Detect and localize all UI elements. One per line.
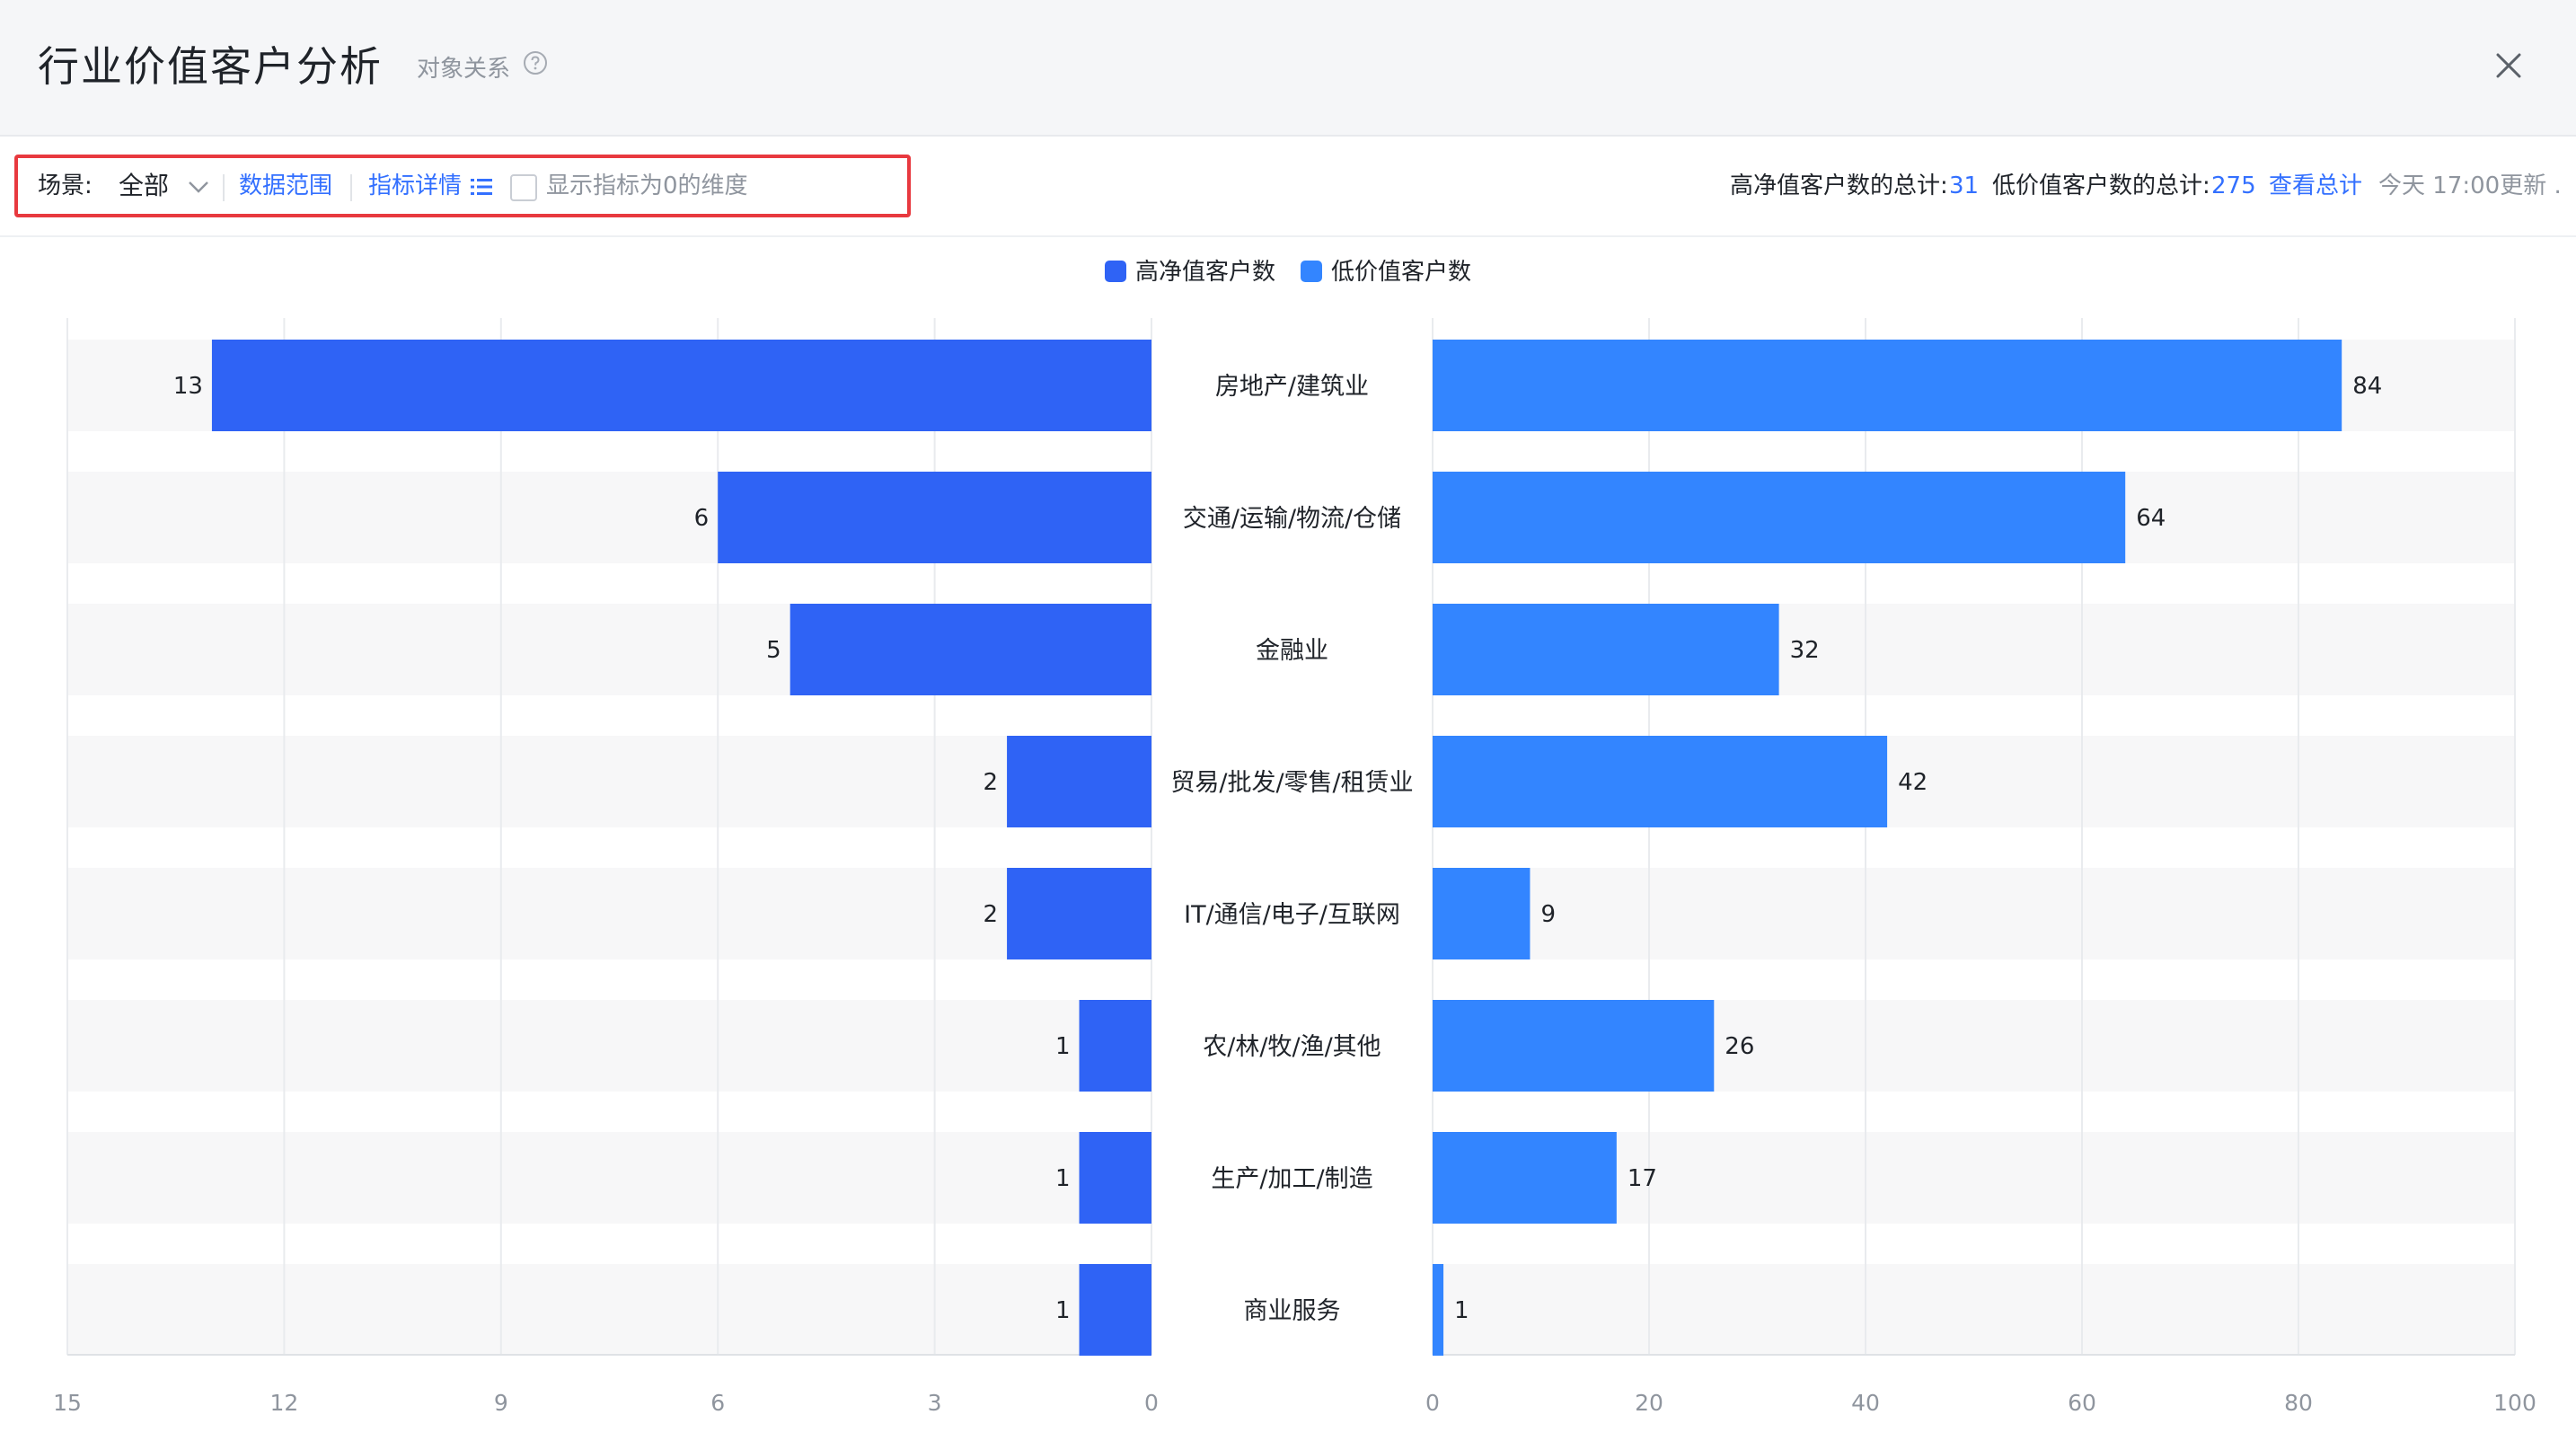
metric-detail-link[interactable]: 指标详情: [368, 172, 463, 199]
data-label-high: 1: [1055, 1033, 1071, 1060]
tick-label-right: 0: [1425, 1390, 1440, 1416]
high-total-label: 高净值客户数的总计:: [1730, 172, 1948, 199]
data-label-high: 5: [766, 637, 781, 664]
row-band-left: [67, 1132, 1151, 1224]
data-label-high: 6: [694, 505, 710, 532]
data-range-link[interactable]: 数据范围: [239, 172, 333, 199]
data-label-low: 26: [1725, 1033, 1754, 1060]
low-total-value: 275: [2211, 172, 2256, 199]
list-icon[interactable]: [469, 176, 494, 198]
legend-item-low[interactable]: 低价值客户数: [1301, 253, 1471, 287]
data-label-high: 2: [984, 901, 999, 928]
tick-label-right: 20: [1635, 1390, 1663, 1416]
legend-label-high: 高净值客户数: [1135, 259, 1276, 286]
dialog-header: 行业价值客户分析 对象关系: [0, 0, 2576, 137]
bar-high: [1079, 1264, 1151, 1356]
data-label-low: 17: [1628, 1165, 1657, 1192]
data-label-high: 2: [984, 769, 999, 796]
bar-high: [1079, 1000, 1151, 1092]
bar-high: [1007, 868, 1151, 959]
tick-label-right: 100: [2493, 1390, 2536, 1416]
legend-swatch-low: [1301, 261, 1322, 282]
tick-label-left: 3: [928, 1390, 942, 1416]
legend-label-low: 低价值客户数: [1331, 259, 1472, 286]
chevron-down-icon[interactable]: [187, 180, 210, 194]
question-circle-icon[interactable]: [523, 50, 548, 75]
page-title: 行业价值客户分析: [38, 42, 383, 91]
data-label-low: 32: [1790, 637, 1820, 664]
tick-label-left: 9: [494, 1390, 508, 1416]
bar-low: [1433, 736, 1888, 827]
data-label-low: 84: [2352, 373, 2382, 400]
category-label: 生产/加工/制造: [1211, 1165, 1372, 1193]
category-label: 农/林/牧/渔/其他: [1203, 1033, 1381, 1061]
row-band-left: [67, 868, 1151, 959]
bar-high: [1007, 736, 1151, 827]
row-band-right: [1433, 1264, 2515, 1356]
low-total-label: 低价值客户数的总计:: [1992, 172, 2210, 199]
tick-label-right: 60: [2068, 1390, 2096, 1416]
object-relation-label: 对象关系: [417, 56, 511, 83]
bar-low: [1433, 1132, 1617, 1224]
filter-toolbar: 场景: 全部 数据范围 指标详情 显示指标为0的维度 高净值客户数的总计: 31…: [0, 137, 2576, 237]
data-label-high: 1: [1055, 1297, 1071, 1324]
row-band-right: [1433, 868, 2515, 959]
data-label-high: 1: [1055, 1165, 1071, 1192]
show-zero-checkbox[interactable]: [510, 174, 537, 201]
tick-label-left: 12: [269, 1390, 298, 1416]
scene-select[interactable]: 全部: [119, 171, 170, 200]
legend-item-high[interactable]: 高净值客户数: [1105, 253, 1275, 287]
data-label-high: 13: [173, 373, 203, 400]
update-time: 今天 17:00更新 .: [2378, 172, 2562, 199]
bar-high: [1079, 1132, 1151, 1224]
bar-high: [718, 472, 1151, 563]
bar-high: [790, 604, 1151, 695]
bar-low: [1433, 472, 2126, 563]
tick-label-right: 40: [1851, 1390, 1880, 1416]
divider: [350, 174, 352, 201]
tick-label-left: 6: [710, 1390, 725, 1416]
high-total-value: 31: [1949, 172, 1980, 199]
data-label-low: 9: [1540, 901, 1556, 928]
row-band-left: [67, 1000, 1151, 1092]
data-label-low: 1: [1454, 1297, 1469, 1324]
view-total-link[interactable]: 查看总计: [2269, 172, 2363, 199]
tick-label-left: 15: [53, 1390, 82, 1416]
bar-low: [1433, 604, 1779, 695]
category-label: 交通/运输/物流/仓储: [1183, 505, 1401, 533]
bar-low: [1433, 340, 2342, 431]
bar-low: [1433, 868, 1531, 959]
bar-high: [211, 340, 1151, 431]
tick-label-right: 80: [2284, 1390, 2313, 1416]
category-label: 金融业: [1256, 637, 1328, 665]
scene-label: 场景:: [38, 172, 93, 199]
category-label: 贸易/批发/零售/租赁业: [1170, 769, 1413, 797]
highlight-box: [14, 155, 911, 217]
category-label: IT/通信/电子/互联网: [1184, 901, 1400, 929]
row-band-left: [67, 1264, 1151, 1356]
legend-swatch-high: [1105, 261, 1126, 282]
category-label: 商业服务: [1244, 1297, 1341, 1325]
data-label-low: 42: [1898, 769, 1928, 796]
data-label-low: 64: [2136, 505, 2166, 532]
divider: [223, 174, 225, 201]
row-band-left: [67, 736, 1151, 827]
show-zero-checkbox-label: 显示指标为0的维度: [546, 172, 748, 199]
bar-low: [1433, 1264, 1444, 1356]
tick-label-left: 0: [1144, 1390, 1159, 1416]
close-icon[interactable]: [2493, 50, 2524, 81]
bar-low: [1433, 1000, 1715, 1092]
category-label: 房地产/建筑业: [1215, 373, 1369, 401]
